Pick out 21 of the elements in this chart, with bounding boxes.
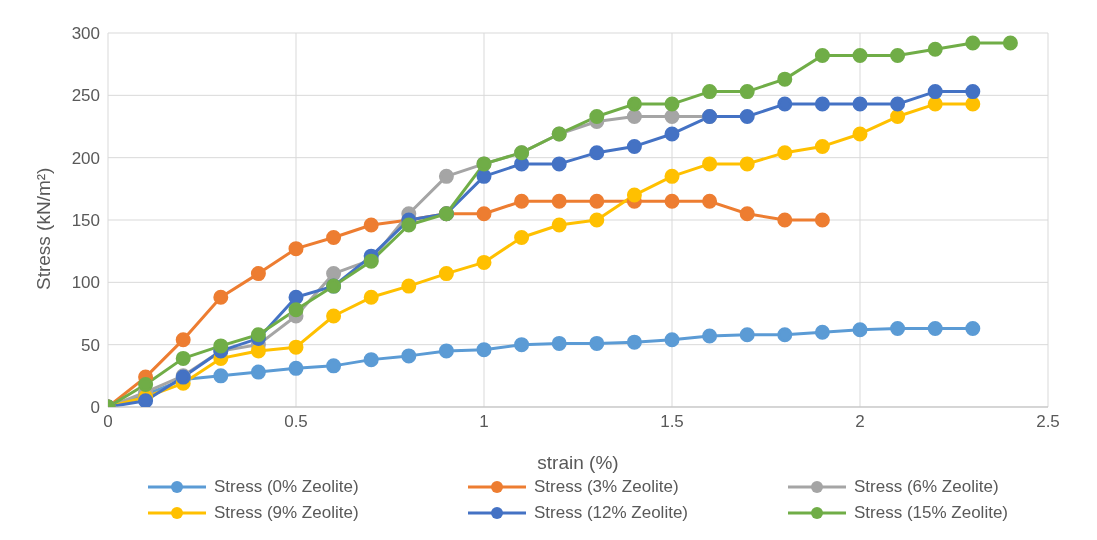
- y-axis-title: Stress (kN/m²): [32, 167, 54, 290]
- x-tick-label: 1.5: [660, 412, 684, 432]
- y-tick-label: 100: [71, 273, 100, 293]
- legend-label: Stress (15% Zeolite): [854, 503, 1008, 523]
- legend-label: Stress (3% Zeolite): [534, 477, 679, 497]
- y-tick-label: 250: [71, 86, 100, 106]
- x-tick-label: 2: [855, 412, 865, 432]
- legend-label: Stress (0% Zeolite): [214, 477, 359, 497]
- x-tick-label: 0: [103, 412, 113, 432]
- legend-label: Stress (6% Zeolite): [854, 477, 999, 497]
- y-tick-label: 300: [71, 24, 100, 44]
- x-tick-label: 2.5: [1036, 412, 1060, 432]
- y-tick-label: 200: [71, 148, 100, 168]
- legend-label: Stress (9% Zeolite): [214, 503, 359, 523]
- y-tick-label: 50: [81, 335, 100, 355]
- y-tick-label: 0: [90, 398, 100, 418]
- x-axis-title: strain (%): [537, 452, 619, 473]
- y-tick-label: 150: [71, 211, 100, 231]
- x-tick-label: 0.5: [284, 412, 308, 432]
- legend-label: Stress (12% Zeolite): [534, 503, 688, 523]
- x-tick-label: 1: [479, 412, 489, 432]
